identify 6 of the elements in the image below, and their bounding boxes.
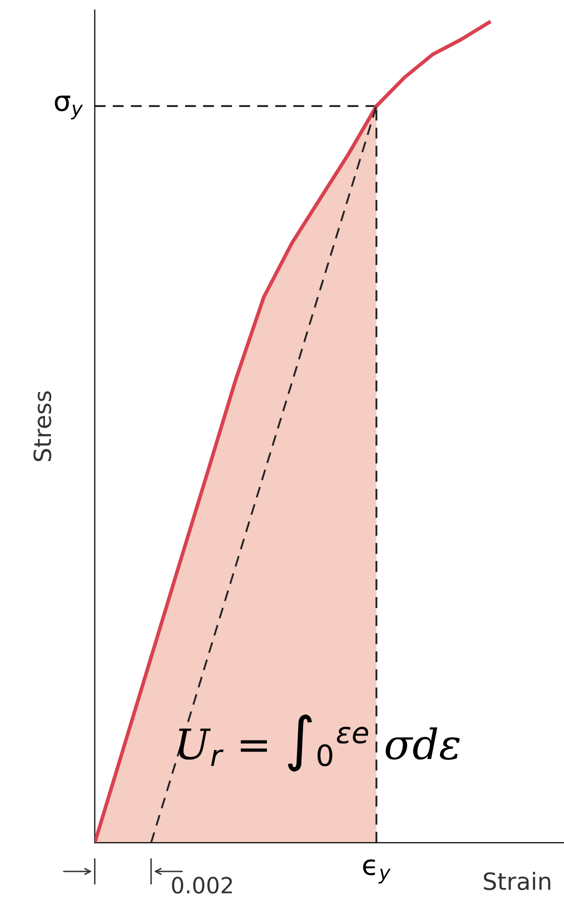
annotation: U$_{r}$ = ∫$_{0}$$^{εe}$ σdε	[179, 714, 460, 772]
ref-line-label: σ$_{y}$	[54, 96, 83, 120]
text: 0.002	[172, 876, 232, 894]
x-axis-title: Strain	[484, 872, 550, 890]
text: ϵ$_{y}$	[363, 859, 391, 884]
y-axis-title: Stress	[33, 391, 52, 462]
